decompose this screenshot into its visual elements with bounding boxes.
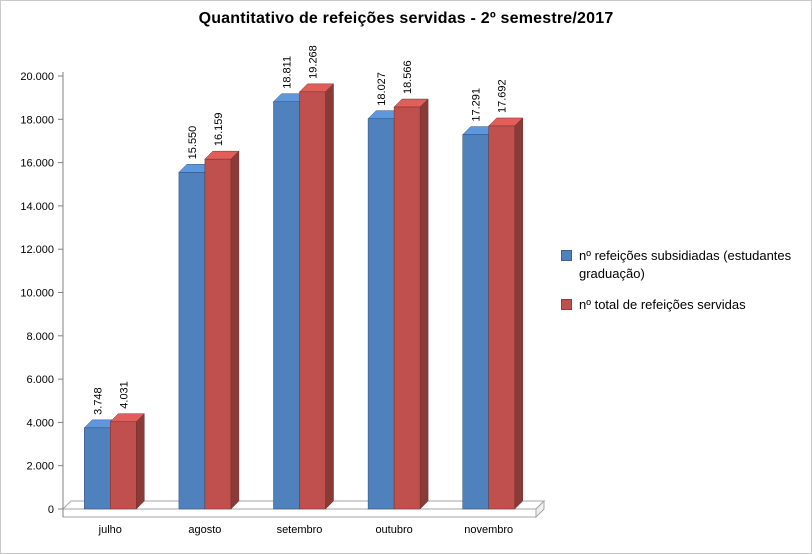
x-axis-label: setembro: [277, 524, 323, 536]
bar-side-face: [419, 98, 429, 510]
bar-value-label: 17.291: [471, 88, 483, 122]
y-tick-label: 2.000: [26, 461, 54, 473]
bar-front-face: [462, 134, 489, 510]
legend-label: nº total de refeições servidas: [579, 297, 746, 313]
x-axis-label: outubro: [375, 524, 412, 536]
bar-series2-novembro: [488, 117, 524, 510]
bar-value-label: 17.692: [497, 79, 509, 113]
bar-value-label: 4.031: [118, 381, 130, 409]
bar-side-face: [230, 150, 240, 510]
legend-item: nº refeições subsidiadas (estudantes gra…: [561, 247, 807, 283]
bar-value-label: 18.027: [376, 72, 388, 106]
bar-value-label: 19.268: [308, 45, 320, 79]
legend-item: nº total de refeições servidas: [561, 296, 807, 314]
bar-series2-outubro: [393, 98, 429, 510]
y-tick-label: 16.000: [20, 158, 54, 170]
bar-side-face: [514, 117, 523, 510]
bar-value-label: 3.748: [92, 387, 104, 415]
bar-front-face: [393, 106, 421, 510]
y-tick-label: 12.000: [20, 244, 54, 256]
legend-label: nº refeições subsidiadas (estudantes gra…: [579, 248, 792, 282]
legend-swatch-icon: [561, 250, 572, 261]
bar-front-face: [488, 125, 515, 510]
bar-value-label: 18.566: [402, 60, 414, 94]
bar-side-face: [136, 413, 145, 510]
bar-value-label: 16.159: [213, 113, 225, 147]
x-axis-label: novembro: [464, 524, 513, 536]
chart-title: Quantitativo de refeições servidas - 2º …: [198, 10, 614, 27]
bar-front-face: [204, 158, 232, 510]
bar-value-label: 18.811: [282, 56, 294, 89]
y-tick-label: 10.000: [20, 288, 54, 300]
bar-series2-agosto: [204, 150, 240, 510]
y-tick-label: 20.000: [20, 71, 54, 83]
y-tick-label: 14.000: [20, 201, 54, 213]
bar-front-face: [178, 172, 206, 510]
y-tick-label: 6.000: [26, 374, 54, 386]
x-axis-label: agosto: [188, 524, 221, 536]
chart-floor-front: [62, 508, 537, 518]
bar-front-face: [84, 427, 111, 510]
y-tick-label: 18.000: [20, 114, 54, 126]
bar-side-face: [325, 83, 334, 510]
bar-front-face: [299, 91, 326, 510]
legend: nº refeições subsidiadas (estudantes gra…: [561, 247, 807, 328]
legend-swatch-icon: [561, 299, 572, 311]
y-tick-label: 4.000: [26, 417, 54, 429]
x-axis-label: julho: [98, 524, 122, 536]
bar-front-face: [110, 421, 137, 510]
y-tick-label: 0: [48, 504, 54, 516]
bar-series2-setembro: [298, 83, 335, 510]
bar-front-face: [367, 118, 395, 510]
bar-value-label: 15.550: [187, 126, 199, 160]
bar-front-face: [273, 101, 300, 510]
bar-series2-julho: [109, 413, 145, 510]
y-tick-label: 8.000: [26, 331, 54, 343]
